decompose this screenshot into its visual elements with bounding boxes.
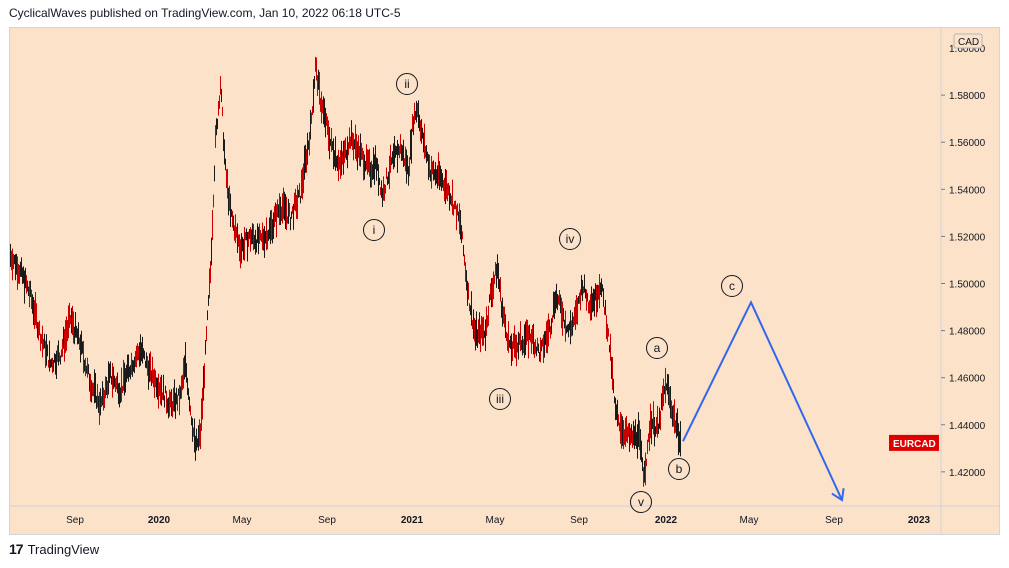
x-tick-label: May [233,515,252,526]
x-tick-label: 2020 [148,515,171,526]
wave-label-circle [668,458,690,480]
y-tick-label: 1.44000 [949,421,986,432]
wave-label-iii: iii [496,392,504,406]
wave-label-circle [396,73,418,95]
wave-label-circle [363,219,385,241]
price-series [10,56,681,487]
wave-label-a: a [654,341,661,355]
x-tick-label: 2023 [908,515,931,526]
x-tick-label: 2022 [655,515,678,526]
y-tick-label: 1.52000 [949,232,986,243]
y-tick-label: 1.42000 [949,468,986,479]
y-tick-label: 1.48000 [949,327,986,338]
wave-label-circle [559,228,581,250]
wave-label-iv: iv [566,232,575,246]
symbol-label: EURCAD [893,439,936,450]
x-tick-label: 2021 [401,515,424,526]
currency-label: CAD [958,37,979,48]
footer: 17 TradingView [9,541,99,557]
wave-label-i: i [373,223,376,237]
wave-label-b: b [676,462,683,476]
brand-name: TradingView [27,541,100,557]
price-chart[interactable]: 1.42000 1.44000 1.46000 1.48000 1.50000 1.520… [10,28,999,534]
wave-label-circle [489,388,511,410]
x-tick-label: Sep [318,515,336,526]
y-tick-label: 1.56000 [949,138,986,149]
y-tick-label: 1.46000 [949,374,986,385]
y-tick-label: 1.50000 [949,279,986,290]
y-tick-label-top: 1.60000 [949,44,986,55]
wave-label-circle [721,275,743,297]
wave-label-circle [646,337,668,359]
projection-arrow-icon [831,488,845,502]
x-tick-label: Sep [570,515,588,526]
wave-label-v: v [638,495,644,509]
wave-label-ii: ii [404,77,409,91]
x-tick-label: May [740,515,759,526]
x-tick-label: Sep [825,515,843,526]
tradingview-logo-icon: 17 [9,541,24,557]
y-tick-label: 1.58000 [949,91,986,102]
x-tick-label: Sep [66,515,84,526]
y-tick-label: 1.54000 [949,185,986,196]
wave-label-c: c [729,279,735,293]
wave-label-circle [630,491,652,513]
projection-path [682,299,843,501]
chart-area[interactable]: 1.42000 1.44000 1.46000 1.48000 1.50000 1.520… [9,27,1000,535]
publish-info: CyclicalWaves published on TradingView.c… [9,6,401,20]
symbol-badge [889,434,939,451]
currency-badge [953,33,983,49]
x-tick-label: May [486,515,505,526]
